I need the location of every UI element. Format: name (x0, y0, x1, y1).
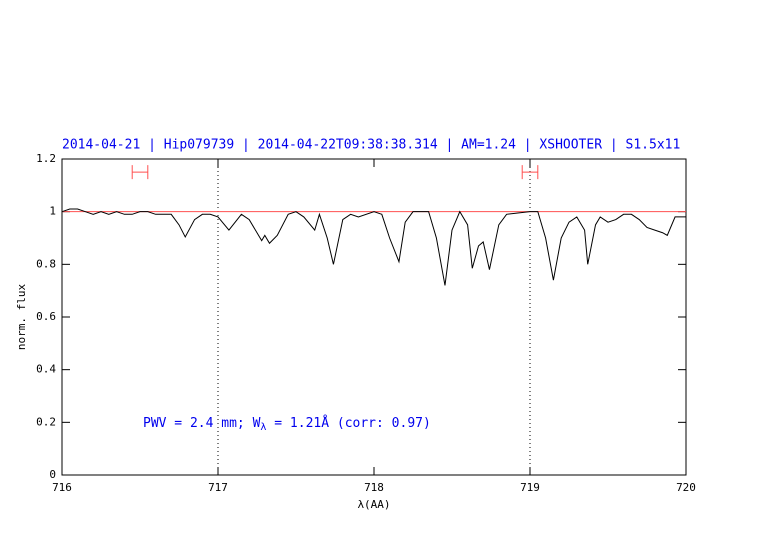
x-axis-label: λ(AA) (357, 498, 390, 511)
x-tick-label: 718 (364, 481, 384, 494)
annotation: PWV = 2.4 mm; Wλ = 1.21Å (corr: 0.97) (143, 415, 431, 434)
y-tick-label: 0.8 (36, 257, 56, 270)
interval-marker (521, 165, 539, 180)
x-tick-label: 720 (676, 481, 696, 494)
y-tick-label: 1 (49, 205, 56, 218)
x-tick-label: 717 (208, 481, 228, 494)
annotation-part: = 1.21Å (corr: 0.97) (266, 415, 430, 431)
y-tick-label: 1.2 (36, 152, 56, 165)
y-axis-label: norm. flux (15, 284, 28, 351)
interval-marker (131, 165, 149, 180)
y-tick-label: 0.6 (36, 310, 56, 323)
annotation-part: PWV = 2.4 mm; W (143, 416, 261, 431)
spectrum-line (61, 208, 686, 286)
chart-title: 2014-04-21 | Hip079739 | 2014-04-22T09:3… (62, 138, 680, 153)
y-tick-label: 0.2 (36, 415, 56, 428)
y-tick-label: 0 (49, 468, 56, 481)
annotation-subscript: λ (260, 422, 266, 433)
x-tick-label: 719 (520, 481, 540, 494)
x-tick-label: 716 (52, 481, 72, 494)
y-tick-label: 0.4 (36, 363, 56, 376)
